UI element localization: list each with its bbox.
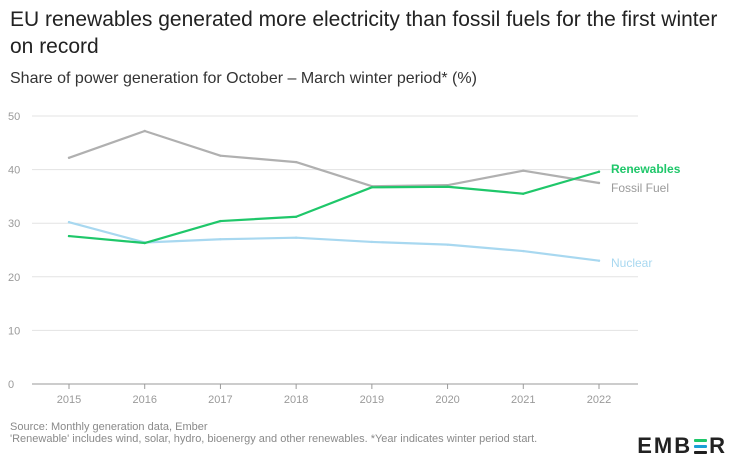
line-chart: 0 10 20 30 40 50 2015 2016 2017 2018 2019 2020 2021 2… xyxy=(8,111,681,406)
chart-title: EU renewables generated more electricity… xyxy=(10,8,718,58)
series-line-renewables xyxy=(67,170,601,245)
data-point-renewables xyxy=(219,219,222,223)
logo-text-prefix: EMB xyxy=(637,433,693,458)
y-tick-label: 20 xyxy=(8,272,20,284)
series-label-renewables: Renewables xyxy=(611,162,681,176)
logo-e-bars-icon xyxy=(694,438,708,454)
data-point-nuclear xyxy=(67,220,71,224)
series-line-fossil xyxy=(67,129,601,188)
data-point-renewables xyxy=(294,215,298,218)
x-tick-label: 2021 xyxy=(511,394,535,406)
data-point-renewables xyxy=(143,241,146,245)
x-tick-label: 2020 xyxy=(435,394,459,406)
ember-logo: EMB R xyxy=(637,433,727,459)
chart-subtitle: Share of power generation for October – … xyxy=(10,70,477,87)
series-line-nuclear xyxy=(67,221,601,262)
source-note: Source: Monthly generation data, Ember xyxy=(10,421,208,433)
y-tick-label: 40 xyxy=(8,165,20,177)
y-tick-label: 30 xyxy=(8,218,20,230)
data-point-renewables xyxy=(597,170,601,173)
y-tick-label: 0 xyxy=(8,379,14,391)
x-tick-label: 2022 xyxy=(587,394,611,406)
data-point-fossil xyxy=(219,154,222,157)
data-point-nuclear xyxy=(294,236,298,239)
data-point-nuclear xyxy=(370,240,374,244)
x-tick-label: 2018 xyxy=(284,394,308,406)
series-label-fossil: Fossil Fuel xyxy=(611,181,669,195)
x-tick-label: 2015 xyxy=(57,394,81,406)
data-point-nuclear xyxy=(446,243,449,246)
x-tick-label: 2016 xyxy=(132,394,156,406)
data-point-renewables xyxy=(522,192,525,195)
data-point-renewables xyxy=(370,186,374,189)
data-point-fossil xyxy=(67,156,71,160)
data-point-fossil xyxy=(597,181,601,185)
data-point-nuclear xyxy=(597,259,601,262)
y-tick-label: 10 xyxy=(8,325,20,337)
series-label-nuclear: Nuclear xyxy=(611,256,652,270)
data-point-fossil xyxy=(522,169,525,172)
x-tick-label: 2019 xyxy=(360,394,384,406)
logo-text-suffix: R xyxy=(709,433,727,458)
y-tick-label: 50 xyxy=(8,111,20,123)
chart-footer: Source: Monthly generation data, Ember '… xyxy=(10,421,610,445)
data-point-renewables xyxy=(446,185,449,188)
data-point-nuclear xyxy=(219,238,222,241)
definition-note: 'Renewable' includes wind, solar, hydro,… xyxy=(10,433,538,445)
data-point-fossil xyxy=(143,129,146,133)
x-tick-label: 2017 xyxy=(208,394,232,406)
data-point-fossil xyxy=(294,160,298,164)
data-point-nuclear xyxy=(522,249,525,253)
data-point-renewables xyxy=(67,234,71,238)
